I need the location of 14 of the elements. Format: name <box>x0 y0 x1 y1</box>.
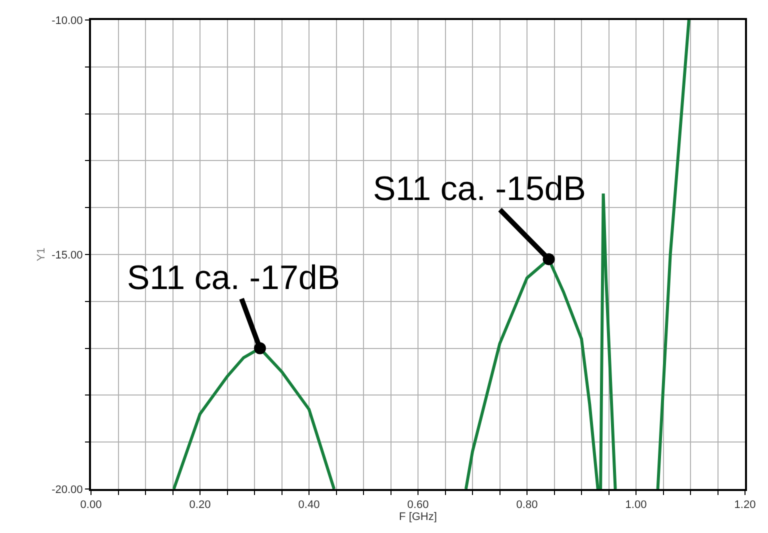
x-tick-label: 1.20 <box>734 499 756 512</box>
x-tick-label: 0.20 <box>189 499 211 512</box>
annotation: S11 ca. -15dB <box>373 170 586 208</box>
annotation: S11 ca. -17dB <box>127 259 340 297</box>
x-axis-title: F [GHz] <box>399 511 437 524</box>
x-tick-label: 1.00 <box>625 499 647 512</box>
y-tick-label: -20.00 <box>52 484 83 496</box>
x-tick-label: 0.60 <box>407 499 429 512</box>
x-tick-label: 0.00 <box>80 499 102 512</box>
y-tick-label: -15.00 <box>52 249 83 262</box>
y-tick-label: -10.00 <box>52 14 83 27</box>
x-tick-label: 0.40 <box>298 499 320 512</box>
x-tick-label: 0.80 <box>516 499 538 512</box>
y-axis-title: Y1 <box>36 248 48 262</box>
